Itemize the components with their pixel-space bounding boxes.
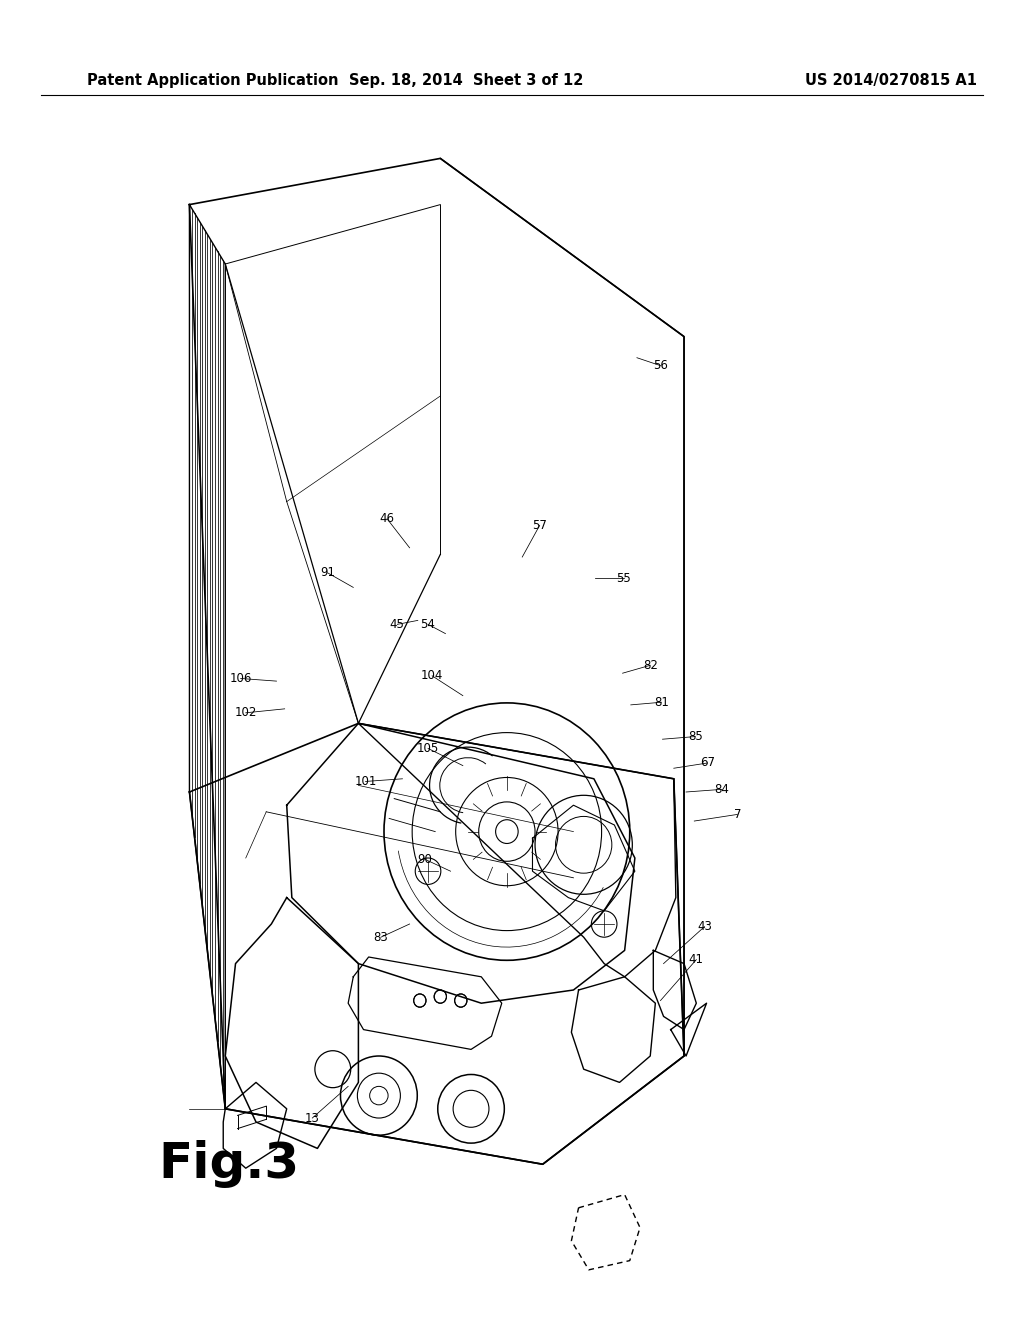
Ellipse shape	[414, 994, 426, 1007]
Text: 7: 7	[733, 808, 741, 821]
Text: 83: 83	[374, 931, 388, 944]
Text: 104: 104	[421, 669, 443, 682]
Text: 105: 105	[417, 742, 439, 755]
Text: 13: 13	[305, 1111, 319, 1125]
Text: 56: 56	[653, 359, 668, 372]
Text: 46: 46	[380, 512, 394, 525]
Text: 91: 91	[321, 566, 335, 579]
Text: 106: 106	[229, 672, 252, 685]
Text: 54: 54	[421, 618, 435, 631]
Text: 55: 55	[616, 572, 631, 585]
Ellipse shape	[434, 990, 446, 1003]
Text: 84: 84	[715, 783, 729, 796]
Text: US 2014/0270815 A1: US 2014/0270815 A1	[805, 73, 977, 88]
Ellipse shape	[455, 994, 467, 1007]
Text: 67: 67	[700, 756, 715, 770]
Text: 81: 81	[654, 696, 669, 709]
Text: 41: 41	[689, 953, 703, 966]
Text: 85: 85	[688, 730, 702, 743]
Text: 90: 90	[418, 853, 432, 866]
Text: Patent Application Publication: Patent Application Publication	[87, 73, 339, 88]
Text: 82: 82	[643, 659, 657, 672]
Text: Sep. 18, 2014  Sheet 3 of 12: Sep. 18, 2014 Sheet 3 of 12	[349, 73, 583, 88]
Text: 102: 102	[234, 706, 257, 719]
Text: Fig.3: Fig.3	[159, 1140, 300, 1188]
Text: 57: 57	[532, 519, 547, 532]
Text: 101: 101	[354, 775, 377, 788]
Text: 43: 43	[697, 920, 712, 933]
Text: 45: 45	[390, 618, 404, 631]
